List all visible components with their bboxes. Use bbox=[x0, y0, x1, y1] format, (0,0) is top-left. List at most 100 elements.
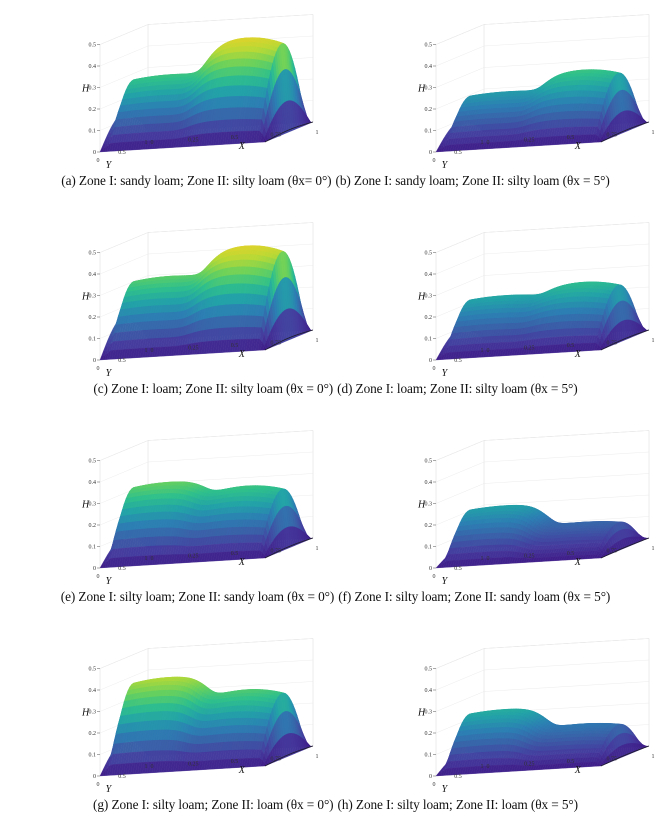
x-axis-g: 0 0.25 0.5 0.75 1 X bbox=[151, 754, 319, 776]
h-axis-label: H bbox=[417, 292, 426, 303]
x-tick-label: 0 bbox=[151, 140, 154, 146]
h-tick-label: 0.3 bbox=[89, 502, 97, 508]
y-tick-label: 0 bbox=[433, 574, 436, 580]
x-tick-label: 1 bbox=[652, 754, 655, 760]
y-axis-label: Y bbox=[106, 368, 113, 379]
surface-plot-d: 00.10.20.30.40.5H0 0.25 0.5 0.75 1X0.510 Y bbox=[417, 222, 655, 379]
surface-d bbox=[435, 281, 650, 361]
x-tick-label: 0.25 bbox=[188, 554, 199, 560]
y-tick-label: 0 bbox=[97, 574, 100, 580]
h-tick-label: 0.5 bbox=[89, 43, 97, 49]
caption-f: (f) Zone I: silty loam; Zone II: sandy l… bbox=[338, 589, 611, 604]
x-tick-label: 0.25 bbox=[524, 762, 535, 768]
x-tick-label: 0.75 bbox=[607, 757, 618, 763]
caption-g: (g) Zone I: silty loam; Zone II: loam (θ… bbox=[93, 797, 334, 812]
h-tick-label: 0 bbox=[93, 358, 96, 364]
h-axis-label: H bbox=[81, 292, 90, 303]
subplot-d: 0 0.1 0.2 0.3 0.4 0.5 H 0 0.25 0.5 0.75 1 X 0.5 1 0 Y bbox=[336, 210, 671, 385]
x-tick-label: 0 bbox=[151, 348, 154, 354]
x-axis-label: X bbox=[238, 349, 246, 360]
surface-plot-a: 00.10.20.30.40.5H0 0.25 0.5 0.75 1X0.510 Y bbox=[81, 14, 319, 171]
h-tick-label: 0.3 bbox=[89, 710, 97, 716]
h-axis-c: 0 0.1 0.2 0.3 0.4 0.5 H bbox=[81, 251, 100, 364]
y-axis-b: 0.5 1 0 Y bbox=[433, 140, 484, 171]
h-axis-f: 0 0.1 0.2 0.3 0.4 0.5 H bbox=[417, 459, 436, 572]
x-tick-label: 0.75 bbox=[607, 549, 618, 555]
caption-row-4: (g) Zone I: silty loam; Zone II: loam (θ… bbox=[0, 797, 671, 813]
h-tick-label: 0.3 bbox=[425, 502, 433, 508]
y-tick-label: 1 bbox=[145, 348, 148, 354]
surface-b bbox=[435, 69, 650, 153]
surface-h bbox=[435, 708, 650, 777]
h-tick-label: 0.1 bbox=[89, 337, 97, 343]
x-axis-label: X bbox=[238, 765, 246, 776]
x-tick-label: 0.75 bbox=[271, 133, 282, 139]
h-tick-label: 0 bbox=[93, 566, 96, 572]
x-tick-label: 1 bbox=[652, 130, 655, 136]
h-tick-label: 0 bbox=[93, 774, 96, 780]
y-tick-label: 1 bbox=[145, 140, 148, 146]
caption-e: (e) Zone I: silty loam; Zone II: sandy l… bbox=[60, 589, 335, 604]
x-tick-label: 0.75 bbox=[607, 341, 618, 347]
x-axis-e: 0 0.25 0.5 0.75 1 X bbox=[151, 546, 319, 568]
h-axis-label: H bbox=[417, 84, 426, 95]
y-axis-c: 0.5 1 0 Y bbox=[97, 348, 148, 379]
x-tick-label: 0 bbox=[151, 556, 154, 562]
x-axis-label: X bbox=[574, 349, 582, 360]
x-axis-d: 0 0.25 0.5 0.75 1 X bbox=[487, 338, 655, 360]
x-axis-c: 0 0.25 0.5 0.75 1 X bbox=[151, 338, 319, 360]
h-tick-label: 0.5 bbox=[425, 251, 433, 257]
h-tick-label: 0.4 bbox=[425, 480, 433, 486]
x-tick-label: 1 bbox=[316, 754, 319, 760]
x-tick-label: 0.75 bbox=[271, 757, 282, 763]
x-tick-label: 0 bbox=[487, 140, 490, 146]
y-axis-f: 0.5 1 0 Y bbox=[433, 556, 484, 587]
x-tick-label: 0.5 bbox=[231, 343, 239, 349]
h-tick-label: 0 bbox=[93, 150, 96, 156]
x-axis-h: 0 0.25 0.5 0.75 1 X bbox=[487, 754, 655, 776]
surface-plot-g: 00.10.20.30.40.5H0 0.25 0.5 0.75 1X0.510 Y bbox=[81, 638, 319, 795]
y-tick-label: 0 bbox=[97, 366, 100, 372]
h-axis-label: H bbox=[81, 84, 90, 95]
y-tick-label: 0.5 bbox=[118, 358, 126, 364]
caption-b: (b) Zone I: sandy loam; Zone II: silty l… bbox=[335, 173, 610, 188]
h-tick-label: 0.1 bbox=[89, 753, 97, 759]
y-tick-label: 0 bbox=[433, 782, 436, 788]
h-tick-label: 0.4 bbox=[89, 688, 97, 694]
x-tick-label: 1 bbox=[652, 338, 655, 344]
h-axis-label: H bbox=[81, 500, 90, 511]
h-axis-b: 0 0.1 0.2 0.3 0.4 0.5 H bbox=[417, 43, 436, 156]
h-tick-label: 0.1 bbox=[425, 337, 433, 343]
h-tick-label: 0.2 bbox=[89, 731, 97, 737]
x-axis-label: X bbox=[574, 765, 582, 776]
h-axis-a: 0 0.1 0.2 0.3 0.4 0.5 H bbox=[81, 43, 100, 156]
caption-h: (h) Zone I: silty loam; Zone II: loam (θ… bbox=[337, 797, 579, 812]
x-tick-label: 0.25 bbox=[524, 554, 535, 560]
h-tick-label: 0 bbox=[429, 358, 432, 364]
x-tick-label: 1 bbox=[316, 546, 319, 552]
caption-row-3: (e) Zone I: silty loam; Zone II: sandy l… bbox=[0, 589, 671, 605]
x-tick-label: 1 bbox=[316, 338, 319, 344]
h-tick-label: 0.2 bbox=[89, 315, 97, 321]
x-tick-label: 0.75 bbox=[271, 341, 282, 347]
y-tick-label: 0.5 bbox=[454, 358, 462, 364]
y-tick-label: 0.5 bbox=[454, 774, 462, 780]
h-tick-label: 0.1 bbox=[425, 753, 433, 759]
h-tick-label: 0.3 bbox=[425, 710, 433, 716]
x-tick-label: 1 bbox=[316, 130, 319, 136]
y-tick-label: 1 bbox=[481, 764, 484, 770]
h-tick-label: 0.3 bbox=[89, 294, 97, 300]
x-tick-label: 0.5 bbox=[567, 551, 575, 557]
h-tick-label: 0.2 bbox=[425, 315, 433, 321]
y-axis-h: 0.5 1 0 Y bbox=[433, 764, 484, 795]
h-axis-label: H bbox=[417, 500, 426, 511]
caption-a: (a) Zone I: sandy loam; Zone II: silty l… bbox=[61, 173, 332, 188]
subplot-c: 0 0.1 0.2 0.3 0.4 0.5 H 0 0.25 0.5 0.75 1 X 0.5 1 0 Y bbox=[0, 210, 335, 385]
x-tick-label: 0.25 bbox=[188, 138, 199, 144]
x-axis-a: 0 0.25 0.5 0.75 1 X bbox=[151, 130, 319, 152]
h-tick-label: 0.5 bbox=[89, 251, 97, 257]
x-tick-label: 0.25 bbox=[524, 346, 535, 352]
h-tick-label: 0.2 bbox=[425, 107, 433, 113]
subplot-a: 0 0.1 0.2 0.3 0.4 0.5 H 0 0.25 0.5 0.75 1 X 0.5 1 0 Y bbox=[0, 2, 335, 177]
x-tick-label: 1 bbox=[652, 546, 655, 552]
